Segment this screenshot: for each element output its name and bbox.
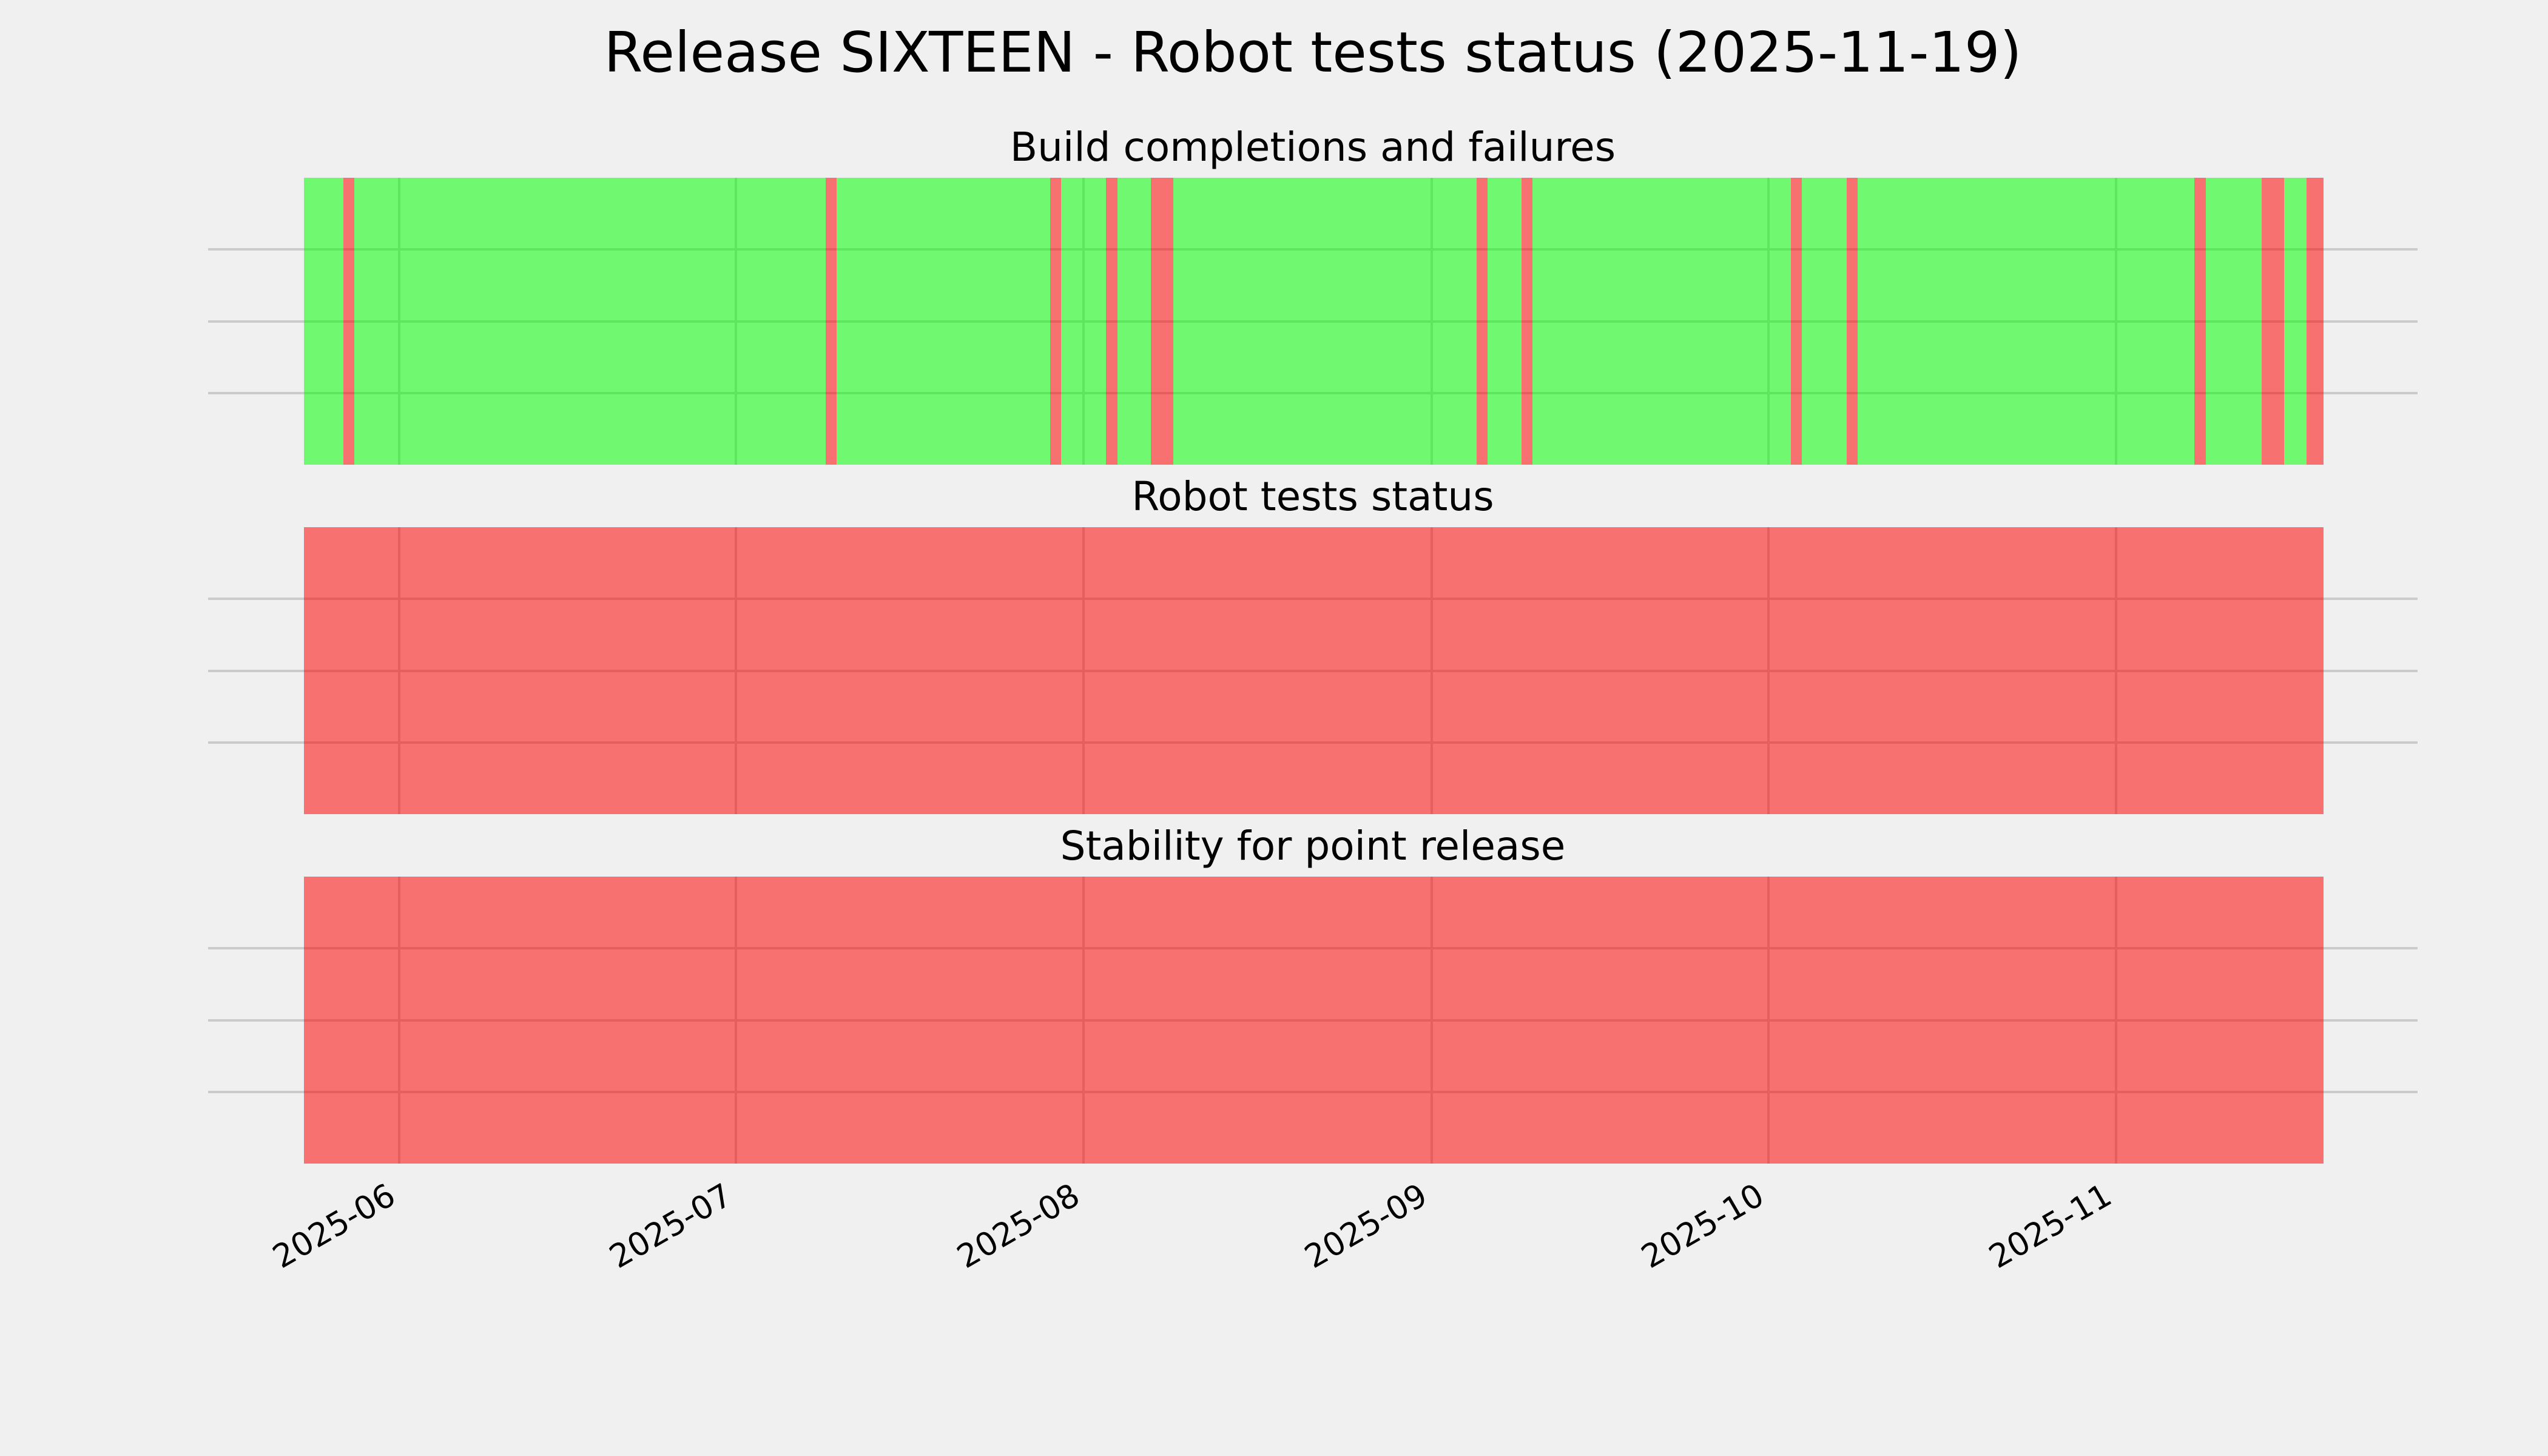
status-segment-pass <box>1488 178 1522 465</box>
status-segment-pass <box>1117 178 1151 465</box>
status-segment-fail <box>1106 178 1117 465</box>
status-segment-pass <box>1173 178 1477 465</box>
status-panel: Stability for point release <box>208 823 2418 1164</box>
status-panel: Robot tests status <box>208 474 2418 814</box>
panel-subtitle: Build completions and failures <box>1009 124 1616 170</box>
status-segment-fail <box>343 178 355 465</box>
status-segment-fail <box>2307 178 2324 465</box>
status-segment-fail <box>304 527 2324 814</box>
status-segment-pass <box>1061 178 1107 465</box>
status-segment-fail <box>1050 178 1062 465</box>
x-tick-label: 2025-11 <box>1983 1176 2118 1276</box>
status-segment-pass <box>354 178 826 465</box>
status-segment-pass <box>2205 178 2262 465</box>
status-band <box>304 178 2324 465</box>
x-tick-label: 2025-09 <box>1298 1176 1434 1276</box>
status-band <box>304 877 2324 1164</box>
x-tick-label: 2025-06 <box>266 1176 402 1276</box>
x-tick-label: 2025-10 <box>1635 1176 1771 1276</box>
status-segment-pass <box>1858 178 2195 465</box>
status-segment-pass <box>1802 178 1847 465</box>
status-segment-pass <box>837 178 1050 465</box>
status-segment-fail <box>1846 178 1858 465</box>
status-segment-fail <box>304 877 2324 1164</box>
status-panel: Build completions and failures <box>208 124 2418 465</box>
status-segment-pass <box>1532 178 1791 465</box>
status-segment-fail <box>825 178 837 465</box>
status-segment-pass <box>304 178 343 465</box>
status-segment-fail <box>1790 178 1802 465</box>
status-band <box>304 527 2324 814</box>
status-segment-pass <box>2284 178 2307 465</box>
status-segment-fail <box>1151 178 1174 465</box>
figure-title: Release SIXTEEN - Robot tests status (20… <box>604 20 2022 85</box>
x-tick-label: 2025-08 <box>951 1176 1086 1276</box>
status-segment-fail <box>2262 178 2285 465</box>
panel-subtitle: Stability for point release <box>1060 823 1566 869</box>
x-tick-label: 2025-07 <box>603 1176 738 1276</box>
panel-subtitle: Robot tests status <box>1131 473 1494 520</box>
status-segment-fail <box>2194 178 2206 465</box>
status-segment-fail <box>1521 178 1533 465</box>
status-segment-fail <box>1476 178 1488 465</box>
